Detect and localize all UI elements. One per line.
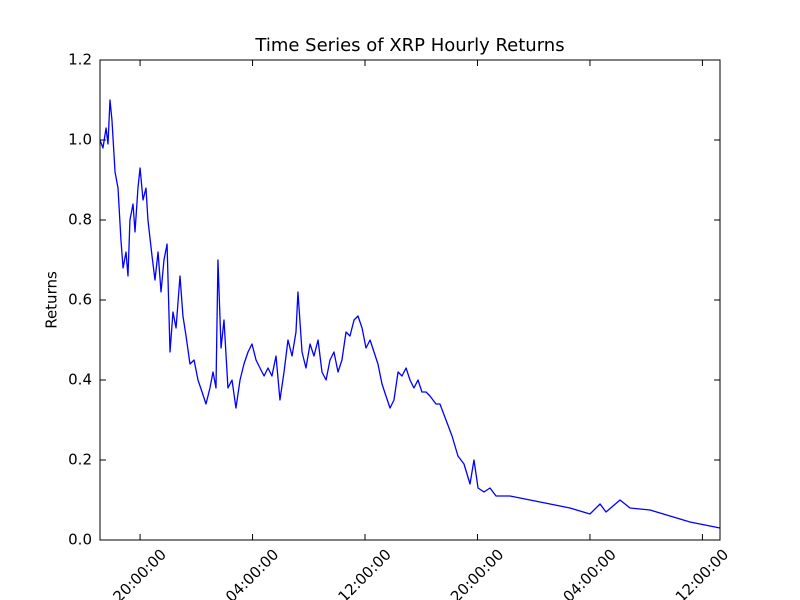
y-tick-label: 1.2: [68, 51, 92, 69]
plot-frame: [99, 59, 721, 541]
chart-title: Time Series of XRP Hourly Returns: [254, 35, 564, 56]
y-tick-label: 0.2: [68, 451, 92, 469]
y-tick-label: 0.8: [68, 211, 92, 229]
y-tick-label: 0.6: [68, 291, 92, 309]
y-axis-label: Returns: [43, 271, 61, 329]
y-tick-label: 1.0: [68, 131, 92, 149]
y-tick-label: 0.0: [68, 531, 92, 549]
data-line: [99, 99, 721, 529]
y-tick-label: 0.4: [68, 371, 92, 389]
